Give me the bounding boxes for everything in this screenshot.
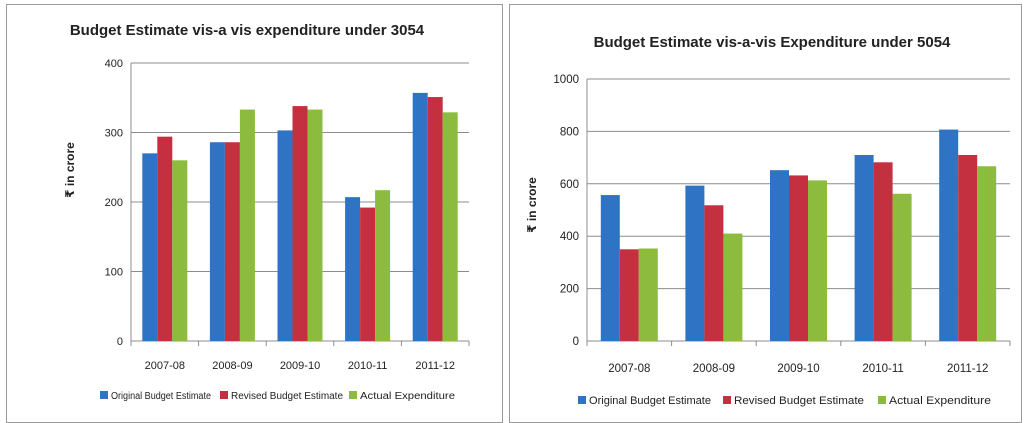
bar-2008-09-original-budget-estimate — [685, 185, 705, 341]
legend-swatch — [578, 396, 586, 404]
x-category-label: 2008-09 — [693, 363, 735, 375]
bar-2010-11-original-budget-estimate — [345, 197, 361, 341]
bar-2008-09-actual-expenditure — [239, 109, 255, 341]
bar-2007-08-original-budget-estimate — [142, 153, 158, 341]
chart-title: Budget Estimate vis-a vis expenditure un… — [70, 22, 425, 39]
x-category-label: 2010-11 — [862, 363, 903, 375]
bar-2008-09-actual-expenditure — [723, 233, 743, 341]
y-tick-label: 0 — [117, 336, 123, 348]
bar-2011-12-original-budget-estimate — [412, 92, 428, 341]
bar-2011-12-original-budget-estimate — [939, 129, 959, 341]
legend-swatch — [220, 391, 228, 399]
bar-2010-11-original-budget-estimate — [854, 154, 874, 341]
y-tick-label: 100 — [105, 267, 123, 279]
bar-2010-11-actual-expenditure — [892, 193, 912, 341]
legend-label: Actual Expenditure — [889, 395, 991, 407]
chart-panel-3054: Budget Estimate vis-a vis expenditure un… — [6, 4, 503, 423]
chart-title: Budget Estimate vis-a-vis Expenditure un… — [594, 34, 951, 51]
x-category-label: 2011-12 — [415, 360, 455, 372]
bar-2007-08-revised-budget-estimate — [157, 136, 173, 341]
bar-2011-12-actual-expenditure — [977, 166, 997, 341]
y-tick-label: 400 — [560, 231, 579, 243]
legend-label: Revised Budget Estimate — [231, 391, 343, 402]
legend-swatch — [878, 396, 886, 404]
y-tick-label: 400 — [105, 58, 123, 70]
bar-2011-12-revised-budget-estimate — [958, 154, 978, 341]
bar-2009-10-revised-budget-estimate — [292, 106, 308, 341]
legend-label: Actual Expenditure — [360, 391, 455, 402]
bar-2010-11-revised-budget-estimate — [360, 207, 376, 341]
bar-2010-11-actual-expenditure — [375, 190, 391, 341]
bar-2007-08-revised-budget-estimate — [619, 249, 639, 341]
chart-3054: Budget Estimate vis-a vis expenditure un… — [63, 22, 470, 402]
y-axis-label: ₹ in crore — [525, 177, 539, 233]
bar-2009-10-original-budget-estimate — [277, 130, 293, 341]
x-category-label: 2008-09 — [212, 360, 252, 372]
bar-2008-09-revised-budget-estimate — [224, 142, 240, 341]
y-tick-label: 300 — [105, 128, 123, 140]
y-tick-label: 800 — [560, 126, 579, 138]
x-category-label: 2011-12 — [947, 363, 988, 375]
x-category-label: 2007-08 — [608, 363, 650, 375]
bar-2009-10-revised-budget-estimate — [789, 175, 808, 341]
chart-5054: Budget Estimate vis-a-vis Expenditure un… — [525, 34, 1011, 407]
legend-swatch — [723, 396, 731, 404]
bar-2009-10-actual-expenditure — [307, 109, 323, 341]
bar-2007-08-actual-expenditure — [638, 248, 658, 341]
legend-label: Revised Budget Estimate — [734, 395, 864, 407]
y-axis-label: ₹ in crore — [63, 142, 77, 198]
y-tick-label: 200 — [105, 197, 123, 209]
bar-2009-10-actual-expenditure — [808, 180, 827, 341]
y-tick-label: 1000 — [553, 74, 579, 86]
bar-2009-10-original-budget-estimate — [770, 170, 789, 341]
bar-2007-08-actual-expenditure — [172, 160, 188, 341]
x-category-label: 2007-08 — [145, 360, 185, 372]
bar-2008-09-revised-budget-estimate — [704, 205, 724, 341]
bar-2007-08-original-budget-estimate — [600, 195, 620, 341]
chart-panel-5054: Budget Estimate vis-a-vis Expenditure un… — [509, 4, 1022, 423]
legend-label: Original Budget Estimate — [589, 395, 711, 407]
y-tick-label: 0 — [573, 336, 579, 348]
legend-swatch — [349, 391, 357, 399]
y-tick-label: 200 — [560, 284, 579, 296]
bar-2008-09-original-budget-estimate — [209, 142, 225, 341]
x-category-label: 2010-11 — [348, 360, 388, 372]
x-category-label: 2009-10 — [777, 363, 819, 375]
legend-label: Original Budget Estimate — [111, 391, 211, 402]
y-tick-label: 600 — [560, 179, 579, 191]
legend-swatch — [100, 391, 108, 399]
bar-2011-12-actual-expenditure — [442, 112, 458, 341]
bar-2011-12-revised-budget-estimate — [427, 97, 443, 342]
x-category-label: 2009-10 — [280, 360, 320, 372]
bar-2010-11-revised-budget-estimate — [873, 162, 893, 341]
